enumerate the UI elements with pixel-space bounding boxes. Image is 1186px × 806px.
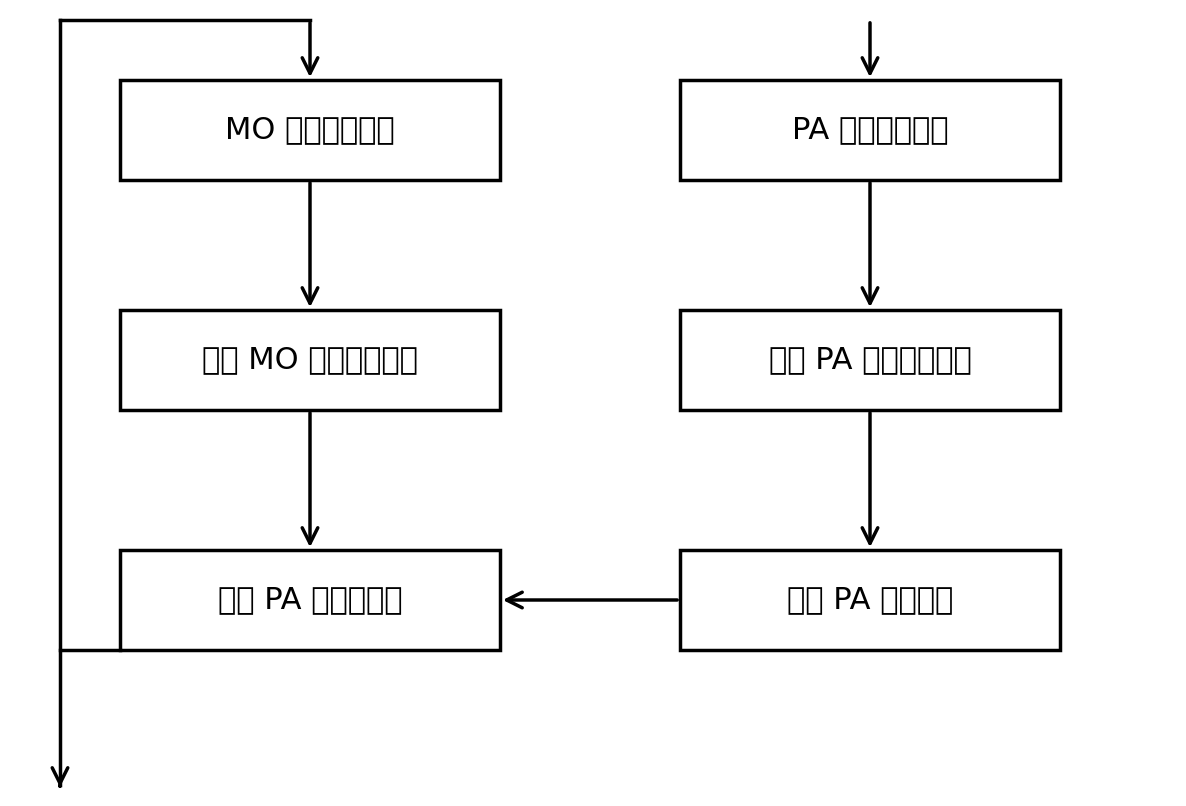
Text: 补偿 PA 出光能量: 补偿 PA 出光能量 xyxy=(786,585,954,614)
Bar xyxy=(120,550,500,650)
Text: PA 能量掉点检测: PA 能量掉点检测 xyxy=(792,115,949,144)
Bar xyxy=(120,80,500,180)
Text: 判断 PA 出现能量掉点: 判断 PA 出现能量掉点 xyxy=(769,346,971,375)
Bar xyxy=(680,310,1060,410)
Bar xyxy=(680,550,1060,650)
Text: MO 能量掉点检测: MO 能量掉点检测 xyxy=(225,115,395,144)
Bar xyxy=(680,80,1060,180)
Text: 判断 MO 出现能量掉点: 判断 MO 出现能量掉点 xyxy=(202,346,417,375)
Bar xyxy=(120,310,500,410)
Text: 调整 PA 电压设定值: 调整 PA 电压设定值 xyxy=(218,585,402,614)
